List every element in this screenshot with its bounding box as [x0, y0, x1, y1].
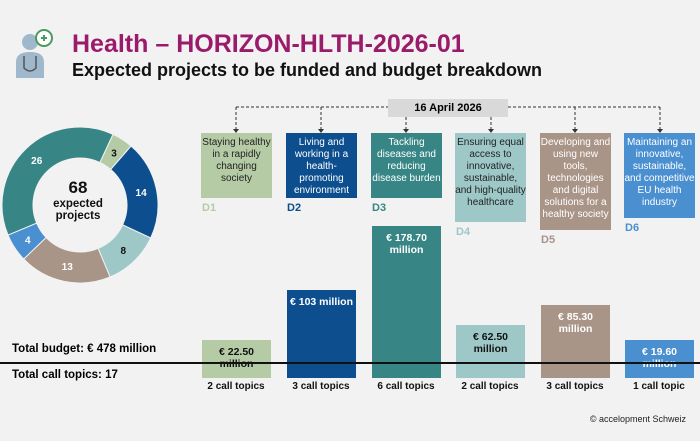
- total-projects-caption: expected projects: [53, 198, 103, 222]
- donut-segment-d3: [1, 126, 114, 236]
- budget-label: € 22.50 million: [218, 346, 255, 370]
- call-topics-label: 2 call topics: [461, 381, 519, 392]
- budget-bar-d3: € 178.70 million: [372, 226, 441, 378]
- call-topics-label: 1 call topic: [633, 381, 685, 392]
- donut-value-label: 13: [62, 262, 74, 273]
- domain-box-d3: Tackling diseases and reducing disease b…: [371, 133, 442, 198]
- budget-label: € 103 million: [289, 296, 354, 309]
- page-title: Health – HORIZON-HLTH-2026-01: [72, 30, 465, 58]
- page-subtitle: Expected projects to be funded and budge…: [72, 60, 543, 80]
- total-call-topics: Total call topics: 17: [12, 369, 118, 381]
- call-topics-label: 2 call topics: [207, 381, 265, 392]
- domain-label: D3: [372, 202, 387, 214]
- baseline-divider: [0, 362, 700, 364]
- copyright: © accelopment Schweiz: [589, 414, 686, 424]
- health-doctor-icon: [16, 29, 53, 78]
- budget-label: € 19.60 million: [641, 346, 678, 370]
- domain-label: D6: [625, 222, 640, 234]
- domain-box-d6: Maintaining an innovative, sustainable, …: [624, 133, 695, 218]
- domain-box-d5: Developing and using new tools, technolo…: [540, 133, 611, 230]
- connector-lines: [233, 106, 663, 133]
- budget-bar-d2: € 103 million: [287, 290, 356, 378]
- budget-label: € 85.30 million: [557, 311, 594, 336]
- budget-bar-d4: € 62.50 million: [456, 324, 525, 378]
- donut-value-label: 8: [120, 246, 126, 257]
- budget-bar-d6: € 19.60 million: [625, 340, 694, 378]
- budget-bar-d1: € 22.50 million: [202, 340, 271, 378]
- deadline-date-box: 16 April 2026: [388, 99, 508, 117]
- domain-box-d1: Staying healthy in a rapidly changing so…: [201, 133, 272, 198]
- budget-bar-d5: € 85.30 million: [541, 305, 610, 378]
- projects-donut-chart: 3 14 8 13 4 26: [1, 126, 159, 284]
- domain-box-d2: Living and working in a health-promoting…: [286, 133, 357, 198]
- call-topics-label: 3 call topics: [546, 381, 604, 392]
- domain-label: D5: [541, 234, 556, 246]
- total-projects: 68: [68, 178, 88, 197]
- domain-label: D2: [287, 202, 302, 214]
- budget-label: € 178.70 million: [386, 232, 427, 257]
- domain-label: D1: [202, 202, 217, 214]
- donut-value-label: 26: [31, 156, 43, 167]
- total-budget: Total budget: € 478 million: [12, 343, 157, 355]
- domain-label: D4: [456, 226, 471, 238]
- donut-value-label: 14: [136, 188, 148, 199]
- donut-value-label: 3: [111, 149, 117, 160]
- donut-center-label: 68 expected projects: [28, 178, 128, 222]
- call-topics-label: 6 call topics: [377, 381, 435, 392]
- donut-value-label: 4: [25, 235, 31, 246]
- call-topics-label: 3 call topics: [292, 381, 350, 392]
- budget-label: € 62.50 million: [472, 330, 509, 355]
- domain-box-d4: Ensuring equal access to innovative, sus…: [455, 133, 526, 222]
